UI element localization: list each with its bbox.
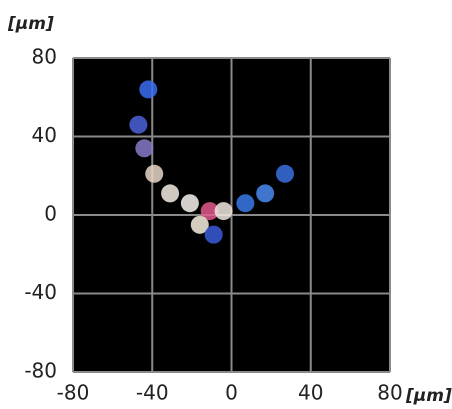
y-tick-label: 80 bbox=[32, 45, 57, 69]
point bbox=[180, 194, 199, 213]
y-tick-label: 0 bbox=[44, 202, 57, 226]
x-tick-label: -80 bbox=[57, 381, 90, 405]
x-tick-label: 40 bbox=[298, 381, 323, 405]
x-tick-label: -40 bbox=[136, 381, 169, 405]
point bbox=[256, 184, 275, 203]
point bbox=[200, 202, 219, 221]
point bbox=[275, 164, 294, 183]
point bbox=[135, 139, 154, 158]
y-axis-label: [µm] bbox=[7, 14, 54, 34]
point bbox=[145, 164, 164, 183]
x-axis-label: [µm] bbox=[405, 386, 452, 406]
point bbox=[204, 225, 223, 244]
point bbox=[190, 215, 209, 234]
x-tick-label: 0 bbox=[225, 381, 238, 405]
point bbox=[236, 194, 255, 213]
point bbox=[214, 202, 233, 221]
y-tick-label: 40 bbox=[32, 123, 57, 147]
point bbox=[161, 184, 180, 203]
point bbox=[139, 80, 158, 99]
point bbox=[129, 115, 148, 134]
x-tick-label: 80 bbox=[377, 381, 402, 405]
y-tick-label: -80 bbox=[24, 359, 57, 383]
y-tick-label: -40 bbox=[24, 280, 57, 304]
